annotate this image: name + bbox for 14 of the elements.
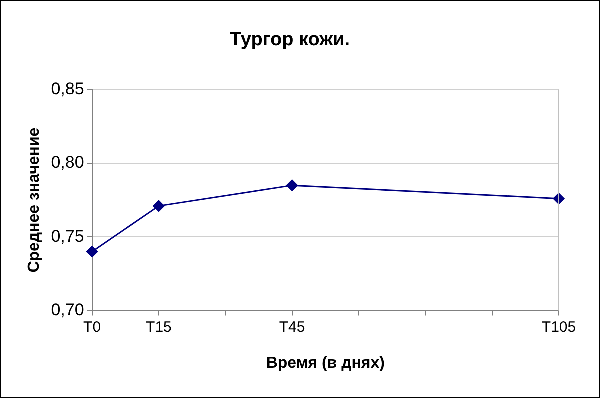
point [286, 180, 298, 192]
y-axis-title: Среднее значение [26, 128, 44, 273]
point [86, 246, 98, 258]
point [153, 200, 165, 212]
chart-title: Тургор кожи. [230, 30, 350, 51]
y-tick-label: 0,70 [51, 300, 84, 320]
y-tick-label: 0,85 [51, 79, 84, 98]
x-tick-label: T0 [84, 318, 102, 336]
x-tick-label: T15 [146, 318, 172, 336]
x-axis-title: Время (в днях) [266, 354, 385, 372]
x-tick-label: T45 [279, 318, 306, 336]
x-tick-label: T105 [542, 318, 576, 336]
y-tick-label: 0,80 [51, 153, 84, 172]
y-tick-label: 0,75 [51, 226, 84, 246]
